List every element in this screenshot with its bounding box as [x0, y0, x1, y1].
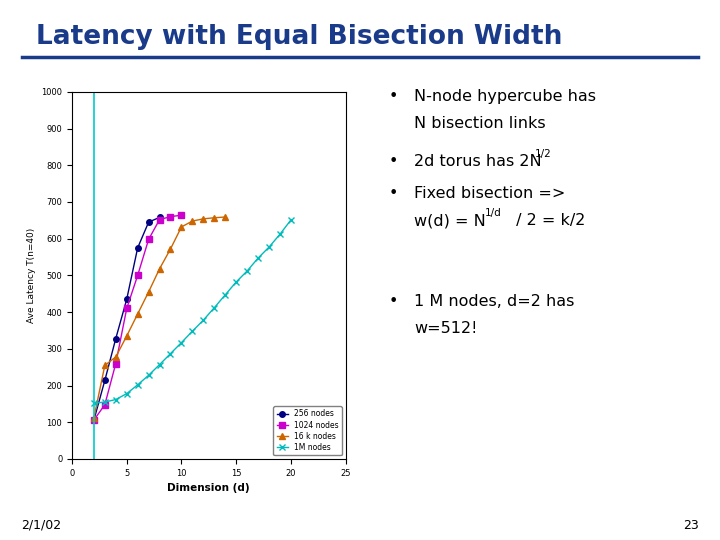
Text: 2d torus has 2N: 2d torus has 2N [414, 154, 541, 169]
Text: •: • [389, 89, 398, 104]
Text: N bisection links: N bisection links [414, 116, 546, 131]
Text: w(d) = N: w(d) = N [414, 213, 486, 228]
Text: •: • [389, 186, 398, 201]
Text: N-node hypercube has: N-node hypercube has [414, 89, 596, 104]
Text: •: • [389, 294, 398, 309]
Text: 23: 23 [683, 519, 698, 532]
Text: Latency with Equal Bisection Width: Latency with Equal Bisection Width [36, 24, 562, 50]
Text: 2/1/02: 2/1/02 [22, 519, 62, 532]
Text: w=512!: w=512! [414, 321, 477, 336]
Text: 1 M nodes, d=2 has: 1 M nodes, d=2 has [414, 294, 575, 309]
Text: 1/d: 1/d [485, 208, 501, 218]
Text: / 2 = k/2: / 2 = k/2 [511, 213, 585, 228]
Text: •: • [389, 154, 398, 169]
Text: 1/2: 1/2 [535, 148, 552, 159]
Y-axis label: Ave Latency T(n=40): Ave Latency T(n=40) [27, 228, 36, 323]
Text: Fixed bisection =>: Fixed bisection => [414, 186, 565, 201]
X-axis label: Dimension (d): Dimension (d) [168, 483, 250, 493]
Legend: 256 nodes, 1024 nodes, 16 k nodes, 1M nodes: 256 nodes, 1024 nodes, 16 k nodes, 1M no… [274, 406, 342, 455]
